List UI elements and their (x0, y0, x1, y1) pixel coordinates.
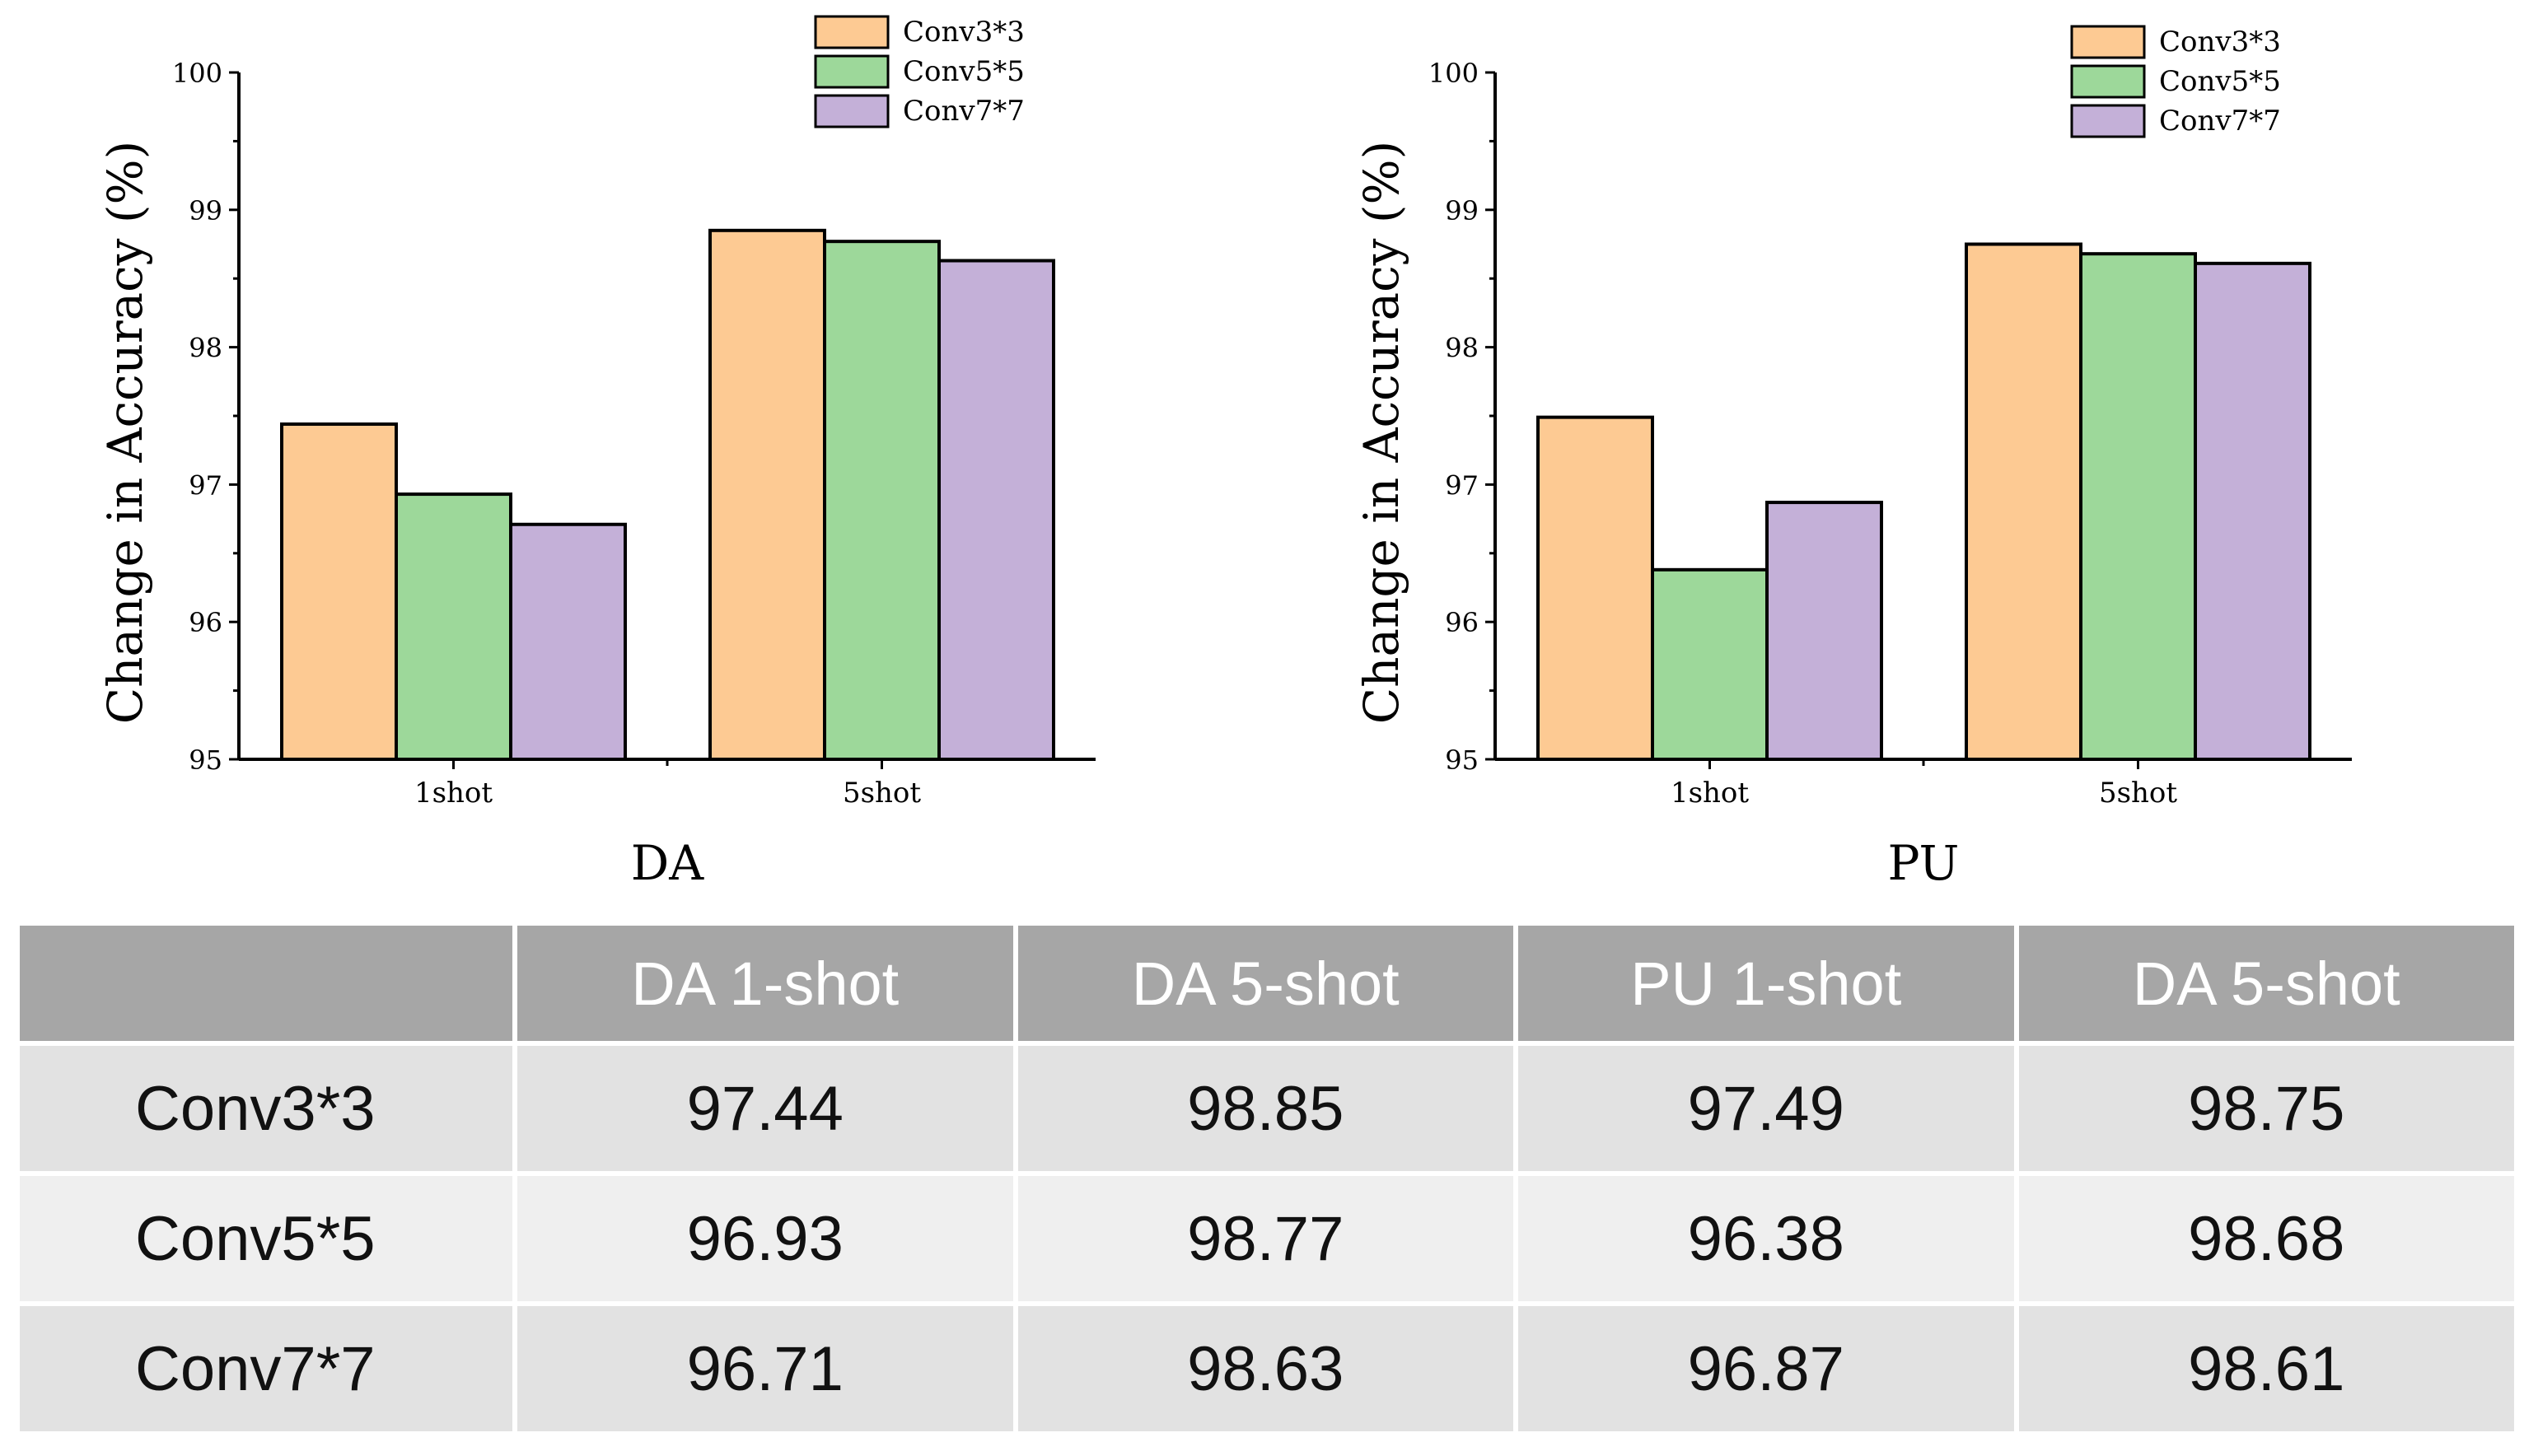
row-label: Conv3*3 (20, 1046, 512, 1171)
table-cell: 98.77 (1017, 1176, 1513, 1301)
bar-1shot-Conv5*5 (395, 492, 512, 761)
y-tick-label: 100 (1428, 58, 1479, 89)
legend-label: Conv3*3 (2159, 26, 2281, 58)
table-header-cell (20, 926, 512, 1041)
bar-5shot-Conv3*3 (1965, 242, 2082, 761)
bar-5shot-Conv3*3 (708, 228, 826, 761)
bar-1shot-Conv7*7 (1765, 501, 1883, 761)
table-row: Conv3*3 97.44 98.85 97.49 98.75 (20, 1046, 2514, 1171)
y-tick-label: 98 (189, 333, 222, 364)
y-axis-label: Change in Accuracy (%) (1353, 141, 1409, 724)
bar-1shot-Conv5*5 (1651, 567, 1769, 761)
legend-label: Conv3*3 (903, 16, 1025, 49)
x-tick-label: 5shot (843, 777, 921, 810)
y-tick-label: 96 (1445, 607, 1479, 638)
legend-label: Conv5*5 (903, 55, 1025, 88)
table-cell: 96.71 (517, 1306, 1013, 1431)
bar-1shot-Conv3*3 (280, 422, 398, 761)
table-cell: 96.38 (1518, 1176, 2014, 1301)
bar-1shot-Conv3*3 (1536, 415, 1654, 761)
table-cell: 98.85 (1017, 1046, 1513, 1171)
charts-area: 95 96 97 98 99 100 1shot 5shot Change in Accurac… (97, 15, 2352, 891)
y-tick-label: 98 (1445, 333, 1479, 364)
y-tick-label: 99 (1445, 195, 1479, 226)
y-tick-label: 96 (189, 607, 222, 638)
legend-swatch (2070, 25, 2146, 59)
table-row: Conv7*7 96.71 98.63 96.87 98.61 (20, 1306, 2514, 1431)
y-tick-label: 99 (189, 195, 222, 226)
x-tick-label: 1shot (1671, 777, 1749, 810)
table-row: Conv5*5 96.93 98.77 96.38 98.68 (20, 1176, 2514, 1301)
y-tick-label: 100 (172, 58, 222, 89)
y-tick-label: 95 (189, 744, 222, 776)
table-cell: 97.44 (517, 1046, 1013, 1171)
legend-swatch (814, 94, 890, 128)
table-cell: 98.75 (2018, 1046, 2514, 1171)
legend-label: Conv7*7 (903, 95, 1025, 128)
results-table: DA 1-shot DA 5-shot PU 1-shot DA 5-shot … (15, 921, 2519, 1436)
bar-5shot-Conv5*5 (823, 240, 941, 761)
y-axis-label: Change in Accuracy (%) (97, 141, 153, 724)
x-tick-label: 1shot (414, 777, 493, 810)
table-cell: 97.49 (1518, 1046, 2014, 1171)
bar-5shot-Conv7*7 (937, 259, 1055, 761)
bar-5shot-Conv5*5 (2079, 252, 2197, 761)
table-header-cell: DA 5-shot (2018, 926, 2514, 1041)
y-tick-label: 97 (1445, 469, 1479, 501)
table-cell: 96.87 (1518, 1306, 2014, 1431)
table-cell: 98.68 (2018, 1176, 2514, 1301)
legend-swatch (2070, 64, 2146, 99)
table-cell: 96.93 (517, 1176, 1013, 1301)
table-cell: 98.63 (1017, 1306, 1513, 1431)
table-header-cell: PU 1-shot (1518, 926, 2014, 1041)
legend-label: Conv7*7 (2159, 105, 2281, 138)
table-cell: 98.61 (2018, 1306, 2514, 1431)
row-label: Conv7*7 (20, 1306, 512, 1431)
y-tick-label: 97 (189, 469, 222, 501)
x-axis-label: DA (631, 835, 705, 891)
table-header-row: DA 1-shot DA 5-shot PU 1-shot DA 5-shot (20, 926, 2514, 1041)
legend-swatch (2070, 104, 2146, 138)
y-tick-label: 95 (1445, 744, 1479, 776)
legend-swatch (814, 54, 890, 89)
table-header-cell: DA 5-shot (1017, 926, 1513, 1041)
bar-1shot-Conv7*7 (509, 522, 627, 761)
x-axis-label: PU (1888, 835, 1960, 891)
bar-5shot-Conv7*7 (2194, 261, 2311, 761)
legend-swatch (814, 15, 890, 49)
row-label: Conv5*5 (20, 1176, 512, 1301)
legend-label: Conv5*5 (2159, 65, 2281, 98)
x-tick-label: 5shot (2099, 777, 2177, 810)
table-header-cell: DA 1-shot (517, 926, 1013, 1041)
